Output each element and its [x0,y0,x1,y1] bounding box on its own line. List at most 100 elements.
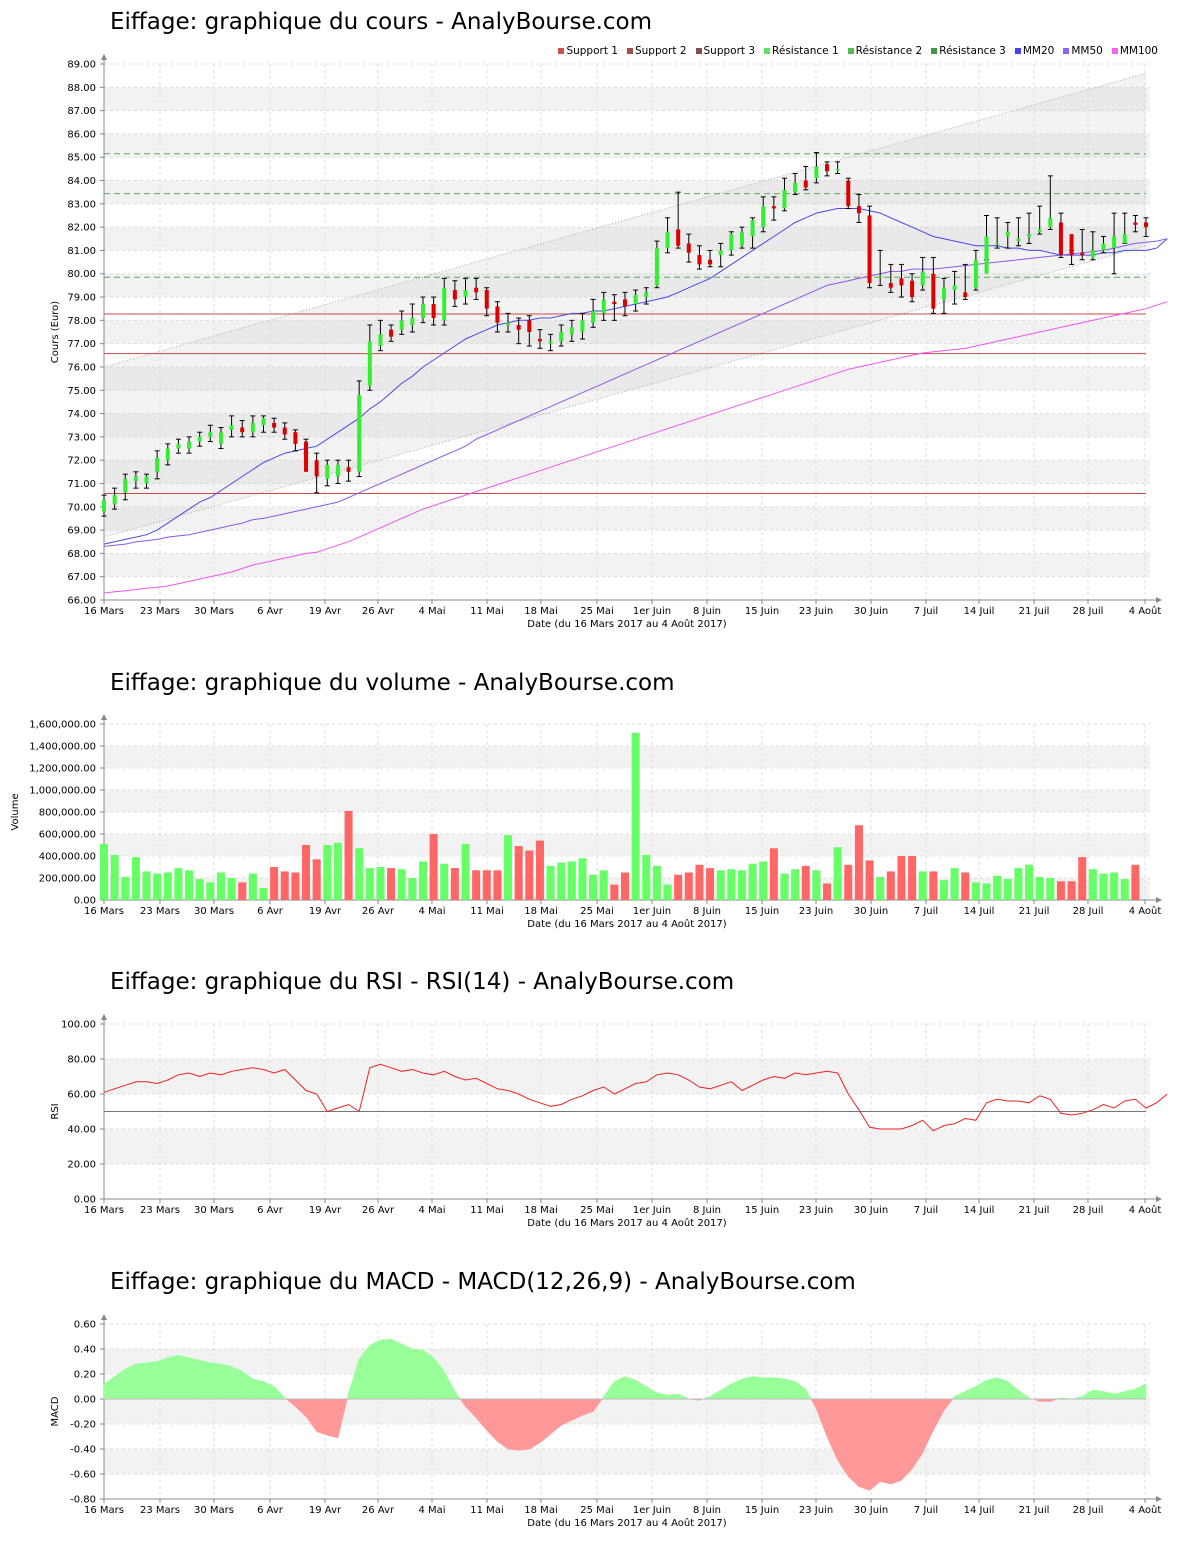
macd-ytick-label: 0.20 [74,1370,96,1381]
price-ytick-label: 88.00 [67,83,96,94]
macd-grid-band [104,1399,1150,1424]
price-ytick-label: 74.00 [67,409,96,420]
price-xtick-label: 18 Mai [524,606,557,617]
candle-body [144,476,149,484]
volume-bar [216,872,225,900]
volume-bar [418,861,427,900]
price-xtick-label: 15 Juin [745,606,779,617]
volume-bar [302,845,311,900]
volume-bar [791,869,800,900]
volume-bar [174,868,183,900]
candle-body [910,280,915,298]
candle-body [346,467,351,472]
volume-bar [908,856,917,900]
volume-bar [238,882,247,900]
candle-body [899,278,904,286]
volume-bar [1067,881,1076,900]
candle-body [686,243,691,253]
candle-body [197,436,202,442]
volume-grid-band [104,790,1150,812]
legend-swatch [764,48,771,54]
volume-x-axis-label: Date (du 16 Mars 2017 au 4 Août 2017) [527,918,726,930]
price-chart: 89.00 88.00 87.00 86.00 85.00 84.00 83.00 82.00… [50,54,1168,630]
volume-bar [227,878,236,900]
volume-xtick-label: 16 Mars [84,906,124,917]
candle-body [282,427,287,435]
rsi-xtick-label: 25 Mai [580,1205,613,1216]
rsi-xtick-label: 18 Mai [524,1205,557,1216]
volume-bar [185,870,194,900]
macd-y-axis-arrow [101,1314,107,1320]
price-ytick-label: 79.00 [67,293,96,304]
volume-bar [727,869,736,900]
volume-bar [333,842,342,900]
volume-bar [961,872,970,900]
volume-bar [759,861,768,900]
macd-xtick-label: 14 Juil [964,1505,995,1516]
price-ytick-label: 76.00 [67,362,96,373]
price-xtick-label: 14 Juil [964,606,995,617]
volume-xtick-label: 28 Juil [1073,906,1104,917]
trend-lower-line [103,245,1147,538]
candle-body [952,285,957,291]
price-ytick-label: 66.00 [67,596,96,607]
volume-bar [1088,869,1097,900]
candle-body [1027,234,1032,237]
legend-swatch [931,48,938,54]
volume-y-axis-label: Volume [10,793,21,830]
price-grid-band [104,133,1150,158]
volume-bar [121,876,130,900]
volume-xtick-label: 15 Juin [745,906,779,917]
candle-body [1048,217,1053,228]
price-ytick-label: 87.00 [67,106,96,117]
price-grid-band [104,413,1150,437]
legend-swatch [1111,48,1118,54]
volume-bar [482,870,491,900]
macd-xtick-label: 18 Mai [524,1505,557,1516]
trend-upper-line [103,72,1147,368]
rsi-ytick-label: 20.00 [67,1160,96,1171]
rsi-xtick-label: 6 Avr [257,1205,284,1216]
candle-body [272,422,277,428]
rsi-chart-title: Eiffage: graphique du RSI - RSI(14) - An… [110,969,735,995]
volume-ytick-label: 400,000.00 [39,852,96,863]
price-xtick-label: 19 Avr [309,606,342,617]
candle-body [112,495,117,505]
price-ytick-label: 73.00 [67,432,96,443]
candle-body [984,236,989,274]
price-xtick-label: 30 Mars [194,606,234,617]
candle-body [1122,234,1127,244]
rsi-xtick-label: 30 Mars [194,1205,234,1216]
rsi-xtick-label: 4 Mai [418,1205,445,1216]
macd-xtick-label: 26 Avr [362,1505,395,1516]
macd-ytick-label: 0.60 [74,1320,96,1331]
legend-item: Support 2 [626,45,687,57]
price-ytick-label: 68.00 [67,549,96,560]
macd-negative-area [285,1398,1058,1491]
volume-bar [248,873,257,900]
candle-body [931,273,936,309]
volume-xtick-label: 25 Mai [580,906,613,917]
candle-body [304,441,309,472]
volume-bar [684,872,693,900]
candle-body [325,464,330,479]
volume-bar [1120,879,1129,900]
volume-bar [1099,873,1108,900]
volume-xtick-label: 6 Avr [257,906,284,917]
volume-bar [387,868,396,900]
price-ytick-label: 71.00 [67,479,96,490]
volume-bar [674,874,683,900]
rsi-xtick-label: 4 Août [1129,1204,1162,1216]
candle-body [410,318,415,326]
rsi-ytick-label: 0.00 [74,1195,96,1206]
candle-body [835,168,840,171]
volume-bar [195,879,204,900]
macd-xtick-label: 21 Juil [1019,1505,1050,1516]
volume-bar [897,856,906,900]
volume-xtick-label: 7 Juil [914,906,938,917]
volume-xtick-label: 1er Juin [633,906,671,917]
candle-body [973,259,978,288]
candle-body [612,301,617,305]
volume-bar [780,873,789,900]
macd-ytick-label: -0.40 [70,1445,96,1456]
